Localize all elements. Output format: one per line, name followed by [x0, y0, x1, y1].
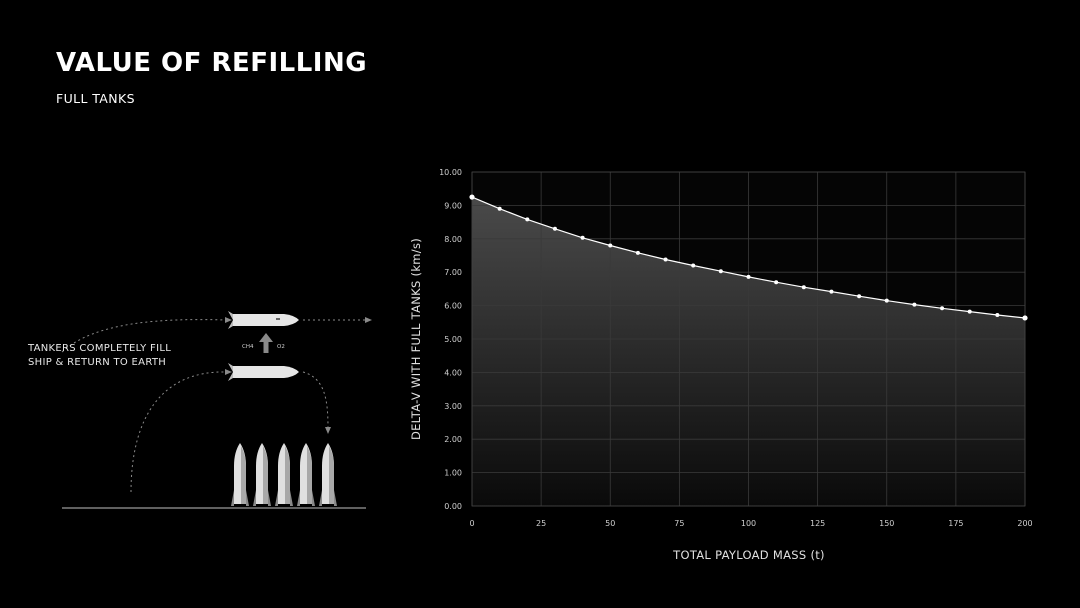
data-point [995, 312, 1000, 317]
y-tick-labels: 0.00 1.00 2.00 3.00 4.00 5.00 6.00 7.00 8.00 9.00… [439, 168, 462, 511]
data-point [967, 309, 972, 314]
data-point [912, 302, 917, 307]
y-tick-label: 7.00 [444, 268, 462, 277]
data-point [884, 298, 889, 303]
propellant-left-label: CH4 [242, 344, 254, 350]
x-tick-label: 175 [948, 519, 963, 528]
arrowhead-to-tanker [225, 369, 232, 375]
x-tick-label: 25 [536, 519, 546, 528]
path-tanker-launch [130, 371, 228, 493]
rocket-stack [231, 443, 337, 506]
data-point [801, 285, 806, 290]
transfer-arrow-icon [259, 333, 273, 353]
data-point [940, 306, 945, 311]
x-tick-label: 200 [1017, 519, 1032, 528]
slide-subtitle: FULL TANKS [56, 91, 135, 106]
arrowhead-to-ship [225, 317, 232, 323]
plot-border [471, 171, 1026, 507]
flight-paths [61, 319, 366, 493]
path-tanker-return [302, 371, 329, 429]
y-tick-label: 2.00 [444, 435, 462, 444]
y-tick-label: 9.00 [444, 201, 462, 210]
data-point [525, 217, 530, 222]
data-point [857, 294, 862, 299]
tanker-ship-icon [228, 363, 299, 381]
y-tick-label: 1.00 [444, 469, 462, 478]
y-tick-label: 4.00 [444, 368, 462, 377]
y-tick-label: 6.00 [444, 302, 462, 311]
data-point [497, 206, 502, 211]
data-point [608, 243, 613, 248]
data-point [580, 235, 585, 240]
caption-line-2: SHIP & RETURN TO EARTH [28, 357, 167, 368]
data-point [635, 250, 640, 255]
caption-line-1: TANKERS COMPLETELY FILL [28, 343, 172, 354]
x-axis-label: TOTAL PAYLOAD MASS (t) [672, 548, 825, 562]
data-point [552, 226, 557, 231]
spaceship-icon [228, 311, 299, 329]
propellant-right-label: O2 [277, 344, 285, 350]
slide-title: VALUE OF REFILLING [56, 48, 368, 78]
x-tick-label: 75 [674, 519, 684, 528]
y-tick-label: 0.00 [444, 502, 462, 511]
data-points [469, 194, 1028, 321]
grid [471, 171, 1026, 507]
rocket-icon [253, 443, 271, 506]
y-tick-label: 10.00 [439, 168, 462, 177]
refilling-illustration: CH4 O2 [61, 311, 372, 509]
rocket-icon [231, 443, 249, 506]
rocket-icon [275, 443, 293, 506]
data-point [691, 263, 696, 268]
x-tick-label: 0 [469, 519, 474, 528]
data-point [718, 269, 723, 274]
data-point [469, 194, 475, 200]
x-tick-label: 50 [605, 519, 615, 528]
path-to-ship [61, 319, 228, 353]
arrowhead-onward [365, 317, 372, 323]
x-tick-label: 100 [741, 519, 756, 528]
x-tick-labels: 0 25 50 75 100 125 150 175 200 [469, 519, 1032, 528]
illustration-caption: TANKERS COMPLETELY FILL SHIP & RETURN TO… [28, 342, 171, 370]
x-tick-label: 125 [810, 519, 825, 528]
data-point [829, 289, 834, 294]
data-point [663, 257, 668, 262]
data-point [774, 280, 779, 285]
y-tick-label: 3.00 [444, 402, 462, 411]
y-axis-label: DELTA-V WITH FULL TANKS (km/s) [409, 238, 423, 440]
data-point [746, 274, 751, 279]
x-tick-label: 150 [879, 519, 894, 528]
rocket-icon [319, 443, 337, 506]
y-tick-label: 8.00 [444, 235, 462, 244]
arrowhead-return [325, 427, 331, 434]
rocket-icon [297, 443, 315, 506]
y-tick-label: 5.00 [444, 335, 462, 344]
data-point [1022, 315, 1028, 321]
